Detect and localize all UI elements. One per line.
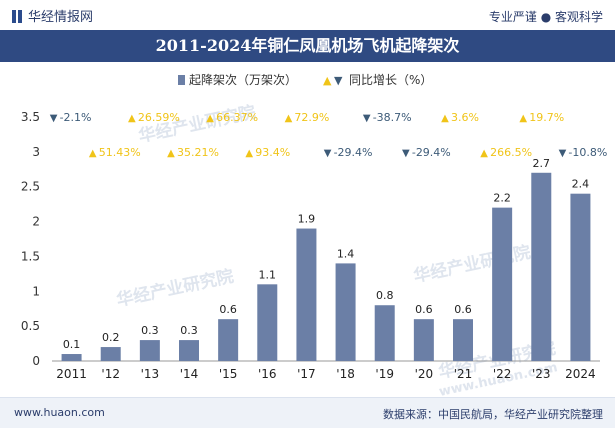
footer-website[interactable]: www.huaon.com (14, 406, 105, 419)
y-tick-label: 0.5 (21, 319, 40, 333)
watermark: 华经产业研究院 (412, 242, 533, 287)
growth-label: 93.4% (255, 146, 290, 159)
y-tick-label: 0 (32, 354, 40, 368)
bar-value-label: 2.4 (572, 178, 590, 191)
legend-up-icon: ▲ (323, 74, 332, 87)
x-tick-label: '15 (219, 367, 238, 381)
bar (257, 284, 278, 361)
bar (453, 319, 473, 361)
growth-label: 19.7% (529, 111, 564, 124)
bar-value-label: 2.7 (533, 157, 551, 170)
growth-label: 72.9% (294, 111, 329, 124)
bar-value-label: 0.6 (219, 303, 237, 316)
legend-down-icon: ▼ (334, 74, 343, 87)
y-tick-label: 3 (32, 145, 40, 159)
x-tick-label: '21 (454, 367, 473, 381)
x-tick-label: '23 (532, 367, 551, 381)
x-tick-label: '16 (258, 367, 277, 381)
bar (374, 305, 395, 361)
growth-up-icon: ▲ (206, 113, 214, 124)
bar (492, 207, 513, 361)
logo-icon (12, 10, 22, 23)
bar (218, 319, 239, 361)
growth-up-icon: ▲ (285, 113, 293, 124)
logo-text: 华经情报网 (28, 10, 94, 25)
growth-label: 26.59% (138, 111, 180, 124)
growth-up-icon: ▲ (128, 113, 136, 124)
bar (179, 340, 199, 361)
growth-down-icon: ▼ (324, 148, 332, 159)
x-tick-label: '14 (180, 367, 199, 381)
y-tick-label: 1 (32, 284, 40, 298)
bar (413, 319, 434, 361)
growth-label: 35.21% (177, 146, 219, 159)
bar-value-label: 0.8 (376, 289, 394, 302)
x-tick-label: '19 (375, 367, 394, 381)
y-tick-label: 2 (32, 215, 40, 229)
bar (61, 354, 82, 361)
bar (296, 228, 317, 361)
legend-bar-swatch (178, 75, 185, 85)
footer-source: 数据来源：中国民航局，华经产业研究院整理 (383, 408, 603, 421)
x-tick-label: '20 (415, 367, 434, 381)
bar-value-label: 2.2 (493, 192, 511, 205)
growth-up-icon: ▲ (441, 113, 449, 124)
y-tick-label: 1.5 (21, 249, 40, 263)
growth-down-icon: ▼ (50, 113, 58, 124)
x-tick-label: 2024 (565, 367, 596, 381)
x-tick-label: '17 (297, 367, 316, 381)
growth-label: 266.5% (490, 146, 532, 159)
logo[interactable]: 华经情报网 (12, 6, 93, 25)
x-tick-label: '22 (493, 367, 512, 381)
legend-growth-label: 同比增长（%） (349, 73, 432, 87)
growth-label: 66.37% (216, 111, 258, 124)
bar-value-label: 0.3 (141, 324, 159, 337)
growth-label: -38.7% (373, 111, 412, 124)
footer: www.huaon.com 数据来源：中国民航局，华经产业研究院整理 (0, 397, 615, 428)
watermark: 华经产业研究院 (115, 266, 236, 311)
growth-label: -10.8% (568, 146, 607, 159)
tagline: 专业严谨 ● 客观科学 (488, 10, 603, 24)
growth-up-icon: ▲ (89, 148, 97, 159)
bar-value-label: 0.3 (180, 324, 198, 337)
bar-value-label: 0.2 (102, 331, 120, 344)
x-tick-label: '12 (101, 367, 120, 381)
y-tick-label: 3.5 (21, 110, 40, 124)
x-tick-label: 2011 (56, 367, 87, 381)
bar (139, 340, 160, 361)
x-tick-label: '13 (141, 367, 160, 381)
growth-label: -29.4% (334, 146, 373, 159)
growth-up-icon: ▲ (245, 148, 253, 159)
bar-value-label: 0.6 (415, 303, 433, 316)
growth-label: -2.1% (60, 111, 92, 124)
growth-down-icon: ▼ (559, 148, 567, 159)
watermark: 华经产业研究院 (137, 102, 258, 147)
y-tick-label: 2.5 (21, 180, 40, 194)
bar-value-label: 1.1 (259, 268, 277, 281)
growth-label: 3.6% (451, 111, 479, 124)
growth-label: -29.4% (412, 146, 451, 159)
growth-down-icon: ▼ (402, 148, 410, 159)
legend-bar-label: 起降架次（万架次） (189, 73, 297, 87)
growth-up-icon: ▲ (167, 148, 175, 159)
growth-up-icon: ▲ (480, 148, 488, 159)
growth-label: 51.43% (99, 146, 141, 159)
bar (335, 263, 356, 361)
bar (100, 347, 121, 361)
x-tick-label: '18 (336, 367, 355, 381)
bar (570, 193, 591, 361)
bar-value-label: 0.6 (454, 303, 472, 316)
bar-value-label: 0.1 (63, 338, 81, 351)
growth-up-icon: ▲ (519, 113, 527, 124)
growth-down-icon: ▼ (363, 113, 371, 124)
chart-title: 2011-2024年铜仁凤凰机场飞机起降架次 (0, 30, 615, 62)
bar-value-label: 1.4 (337, 247, 355, 260)
bar-value-label: 1.9 (298, 213, 316, 226)
bar (531, 172, 552, 361)
